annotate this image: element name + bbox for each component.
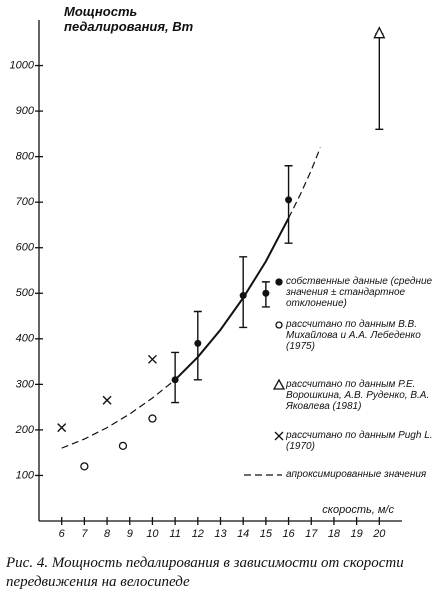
legend-label: собственные данные (средние значения ± с… xyxy=(286,276,433,309)
x-tick-label: 20 xyxy=(372,528,386,540)
error-bar xyxy=(284,165,293,244)
x-axis-title: скорость, м/с xyxy=(322,504,394,516)
point-dot xyxy=(194,339,202,347)
legend-marker xyxy=(272,378,286,390)
point-cross xyxy=(147,354,157,364)
x-tick-label: 17 xyxy=(305,528,318,540)
y-tick-label: 800 xyxy=(16,151,35,163)
x-tick-label: 13 xyxy=(214,528,227,540)
x-tick-label: 16 xyxy=(282,528,295,540)
point-circle xyxy=(80,462,89,471)
legend-symbol xyxy=(272,378,286,390)
x-tick-label: 15 xyxy=(260,528,273,540)
y-tick-label: 200 xyxy=(15,424,35,436)
point-dot xyxy=(285,196,293,204)
x-tick-label: 6 xyxy=(59,528,66,540)
point-dot xyxy=(171,376,179,384)
point-dot xyxy=(239,292,247,300)
x-tick-label: 9 xyxy=(127,528,133,540)
point-triangle xyxy=(373,26,386,39)
y-tick-label: 900 xyxy=(16,105,35,117)
y-tick-label: 300 xyxy=(16,378,35,390)
x-tick-label: 14 xyxy=(237,528,249,540)
x-tick-label: 7 xyxy=(81,528,88,540)
y-tick-label: 400 xyxy=(16,333,35,345)
fit-curve xyxy=(174,217,290,381)
error-bar xyxy=(375,32,384,131)
x-tick-label: 18 xyxy=(328,528,341,540)
legend-symbol xyxy=(275,278,283,286)
x-tick-label: 12 xyxy=(192,528,204,540)
point-circle xyxy=(148,414,157,423)
fit-curve xyxy=(61,379,176,449)
x-tick-label: 8 xyxy=(104,528,111,540)
caption: Рис. 4. Мощность педалирования в зависим… xyxy=(6,555,404,590)
legend-label: рассчитано по данным Pugh L. (1970) xyxy=(286,430,433,452)
y-tick-label: 100 xyxy=(16,469,35,481)
legend-label: рассчитано по данным В.В. Михайлова и А.… xyxy=(286,319,421,352)
legend-label: рассчитано по данным Р.Е. Ворошкина, А.В… xyxy=(286,379,430,412)
x-tick-label: 10 xyxy=(146,528,159,540)
point-cross xyxy=(102,395,112,405)
x-tick-label: 19 xyxy=(351,528,363,540)
fit-curve xyxy=(288,147,321,219)
legend-marker xyxy=(275,278,283,286)
legend-marker xyxy=(274,431,284,441)
x-tick-label: 11 xyxy=(169,528,180,540)
y-tick-label: 1000 xyxy=(10,59,35,71)
y-tick-label: 500 xyxy=(16,287,35,299)
y-tick-label: 700 xyxy=(16,196,35,208)
point-cross xyxy=(57,423,67,433)
legend-symbol xyxy=(274,431,284,441)
legend-label: апроксимированные значения xyxy=(286,469,427,480)
legend-marker xyxy=(275,321,283,329)
y-tick-label: 600 xyxy=(16,242,35,254)
point-dot xyxy=(262,289,270,297)
chart: 100 200 300 400 500 600 700 800 900 1000 6 7 8 9 10 11 1… xyxy=(10,20,402,540)
legend-symbol xyxy=(275,321,283,329)
y-axis-title: Мощность педалирования, Вт xyxy=(64,4,194,34)
point-circle xyxy=(118,441,128,451)
